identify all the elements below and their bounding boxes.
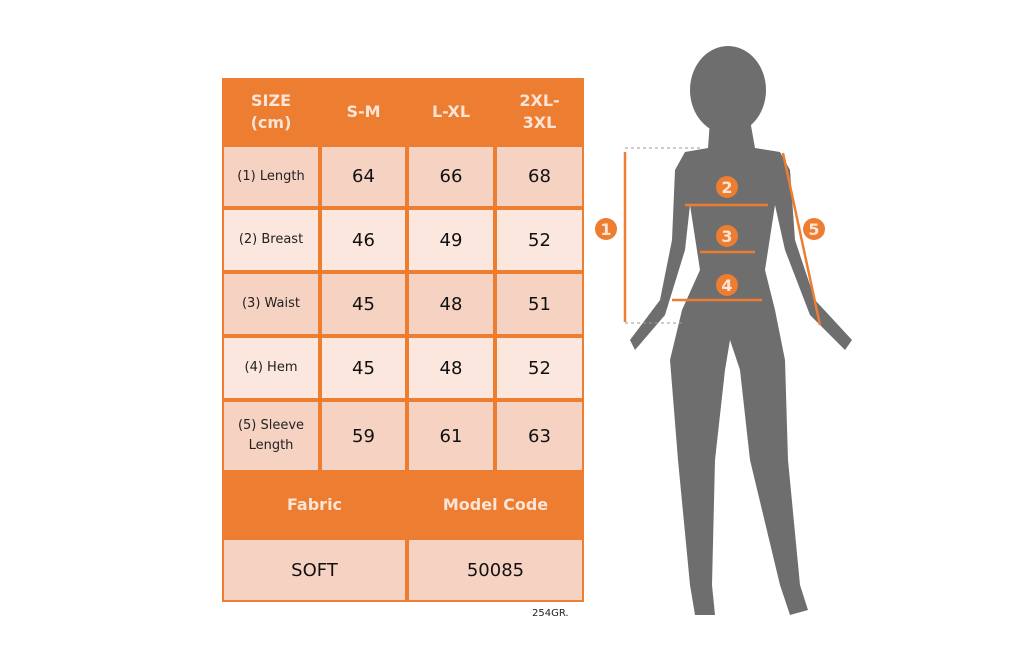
table-cell: 45 xyxy=(322,274,405,334)
footer-header: Fabric xyxy=(286,495,343,514)
marker-circle xyxy=(595,218,617,240)
marker-circle xyxy=(716,274,738,296)
table-cell: 49 xyxy=(409,210,493,270)
table-cell: 68 xyxy=(497,147,582,206)
marker-circle xyxy=(716,176,738,198)
footer-value: SOFT xyxy=(224,540,405,600)
silhouette-icon xyxy=(630,46,852,615)
table-cell: 66 xyxy=(409,147,493,206)
column-header: 2XL- 3XL xyxy=(519,90,560,132)
table-cell: 59 xyxy=(322,402,405,470)
table-cell: 61 xyxy=(409,402,493,470)
marker-label: 2 xyxy=(721,178,732,197)
table-cell: 48 xyxy=(409,274,493,334)
column-header: SIZE (cm) xyxy=(250,90,292,132)
row-label: (1) Length xyxy=(224,147,318,206)
size-chart-table: SIZE (cm) S-M L-XL 2XL- 3XL (1) Length 64 66 68 (2… xyxy=(222,78,584,602)
row-label: (3) Waist xyxy=(224,274,318,334)
table-cell: 45 xyxy=(322,338,405,398)
table-cell: 48 xyxy=(409,338,493,398)
row-label: (2) Breast xyxy=(224,210,318,270)
marker-label: 3 xyxy=(721,227,732,246)
footer-header: Model Code xyxy=(442,495,549,514)
table-cell: 51 xyxy=(497,274,582,334)
sleeve-arrow xyxy=(781,152,822,326)
marker-label: 4 xyxy=(721,276,732,295)
row-label: (4) Hem xyxy=(224,338,318,398)
footer-value: 50085 xyxy=(409,540,582,600)
body-silhouette-figure: 1 2 3 4 5 xyxy=(595,46,852,615)
table-cell: 52 xyxy=(497,210,582,270)
marker-circle xyxy=(803,218,825,240)
weight-note: 254GR. xyxy=(532,608,569,619)
marker-label: 1 xyxy=(600,220,611,239)
row-label: (5) Sleeve Length xyxy=(224,402,318,470)
table-cell: 63 xyxy=(497,402,582,470)
column-header: S-M xyxy=(346,101,381,121)
marker-label: 5 xyxy=(808,220,819,239)
table-cell: 46 xyxy=(322,210,405,270)
table-cell: 64 xyxy=(322,147,405,206)
column-header: L-XL xyxy=(431,101,471,121)
marker-circle xyxy=(716,225,738,247)
table-cell: 52 xyxy=(497,338,582,398)
